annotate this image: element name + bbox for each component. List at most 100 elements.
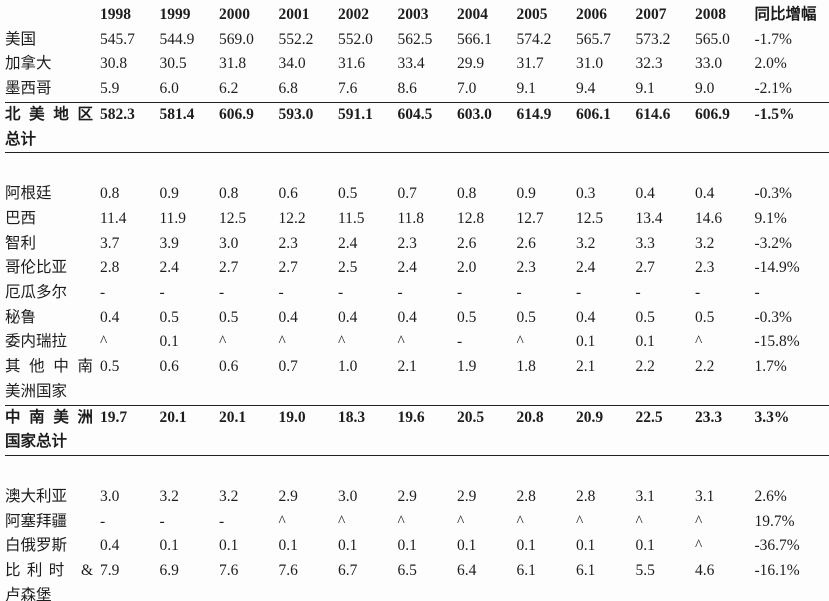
value-cell: - xyxy=(159,512,165,530)
value-cell: 0.1 xyxy=(397,537,417,555)
value-cell: 29.9 xyxy=(457,55,485,73)
value-cell: - xyxy=(278,284,284,302)
growth-cell: -36.7% xyxy=(754,537,800,555)
value-cell: 22.5 xyxy=(635,404,695,456)
value-cell: 2.5 xyxy=(338,259,358,277)
corner-cell xyxy=(5,3,100,28)
value-cell: 6.0 xyxy=(159,80,179,98)
value-cell: 3.0 xyxy=(338,487,358,505)
value-cell: 606.9 xyxy=(695,101,755,154)
growth-cell: -1.5% xyxy=(754,101,829,154)
value-cell: 2.6 xyxy=(516,234,536,252)
year-header: 1998 xyxy=(100,6,131,23)
value-cell: 0.1 xyxy=(576,333,596,351)
value-cell: 0.6 xyxy=(159,358,179,376)
value-cell: 19.7 xyxy=(100,404,160,456)
row-label-line: 其他中南 xyxy=(5,358,93,376)
value-cell: 2.1 xyxy=(397,358,417,376)
value-cell: 6.8 xyxy=(278,80,298,98)
row-label-line: 阿根廷 xyxy=(5,185,52,203)
value-cell: 565.0 xyxy=(695,30,730,48)
value-cell: 0.1 xyxy=(635,333,655,351)
value-cell: - xyxy=(100,284,106,302)
value-cell: 606.1 xyxy=(576,101,636,154)
value-cell: - xyxy=(516,284,522,302)
value-cell: 12.7 xyxy=(516,209,544,227)
value-cell: ^ xyxy=(695,512,703,530)
value-cell: 33.0 xyxy=(695,55,723,73)
value-cell: 0.5 xyxy=(635,308,655,326)
value-cell: 6.7 xyxy=(338,562,358,580)
value-cell: 0.5 xyxy=(695,308,715,326)
value-cell: 552.2 xyxy=(278,30,314,48)
row-label: 中南美洲 国家总计 xyxy=(5,404,100,456)
value-cell: 544.9 xyxy=(159,30,195,48)
value-cell: 566.1 xyxy=(457,30,492,48)
value-cell: 11.5 xyxy=(338,209,365,227)
value-cell: 2.4 xyxy=(338,234,358,252)
value-cell: 20.9 xyxy=(576,404,636,456)
value-cell: ^ xyxy=(100,333,108,351)
value-cell: 3.2 xyxy=(695,234,715,252)
value-cell: 3.9 xyxy=(159,234,179,252)
table-row: 秘鲁 0.4 0.5 0.5 0.4 0.4 0.4 0.5 0.5 0.4 0.5 0.5 -0.3% xyxy=(5,306,829,331)
growth-cell: 1.7% xyxy=(754,358,787,376)
row-label-line: 美洲国家 xyxy=(5,382,68,400)
value-cell: 2.4 xyxy=(397,259,417,277)
growth-cell: 9.1% xyxy=(754,209,787,227)
value-cell: 13.4 xyxy=(635,209,663,227)
row-label: 阿塞拜疆 xyxy=(5,510,100,535)
row-label-line: 比利时 & xyxy=(5,562,93,580)
consumption-by-country-table: 1998 1999 2000 2001 2002 2003 2004 2005 2006 2007… xyxy=(5,3,829,601)
row-label-line: 卢森堡 xyxy=(5,586,52,601)
value-cell: 569.0 xyxy=(219,30,254,48)
year-header: 2002 xyxy=(338,6,369,23)
value-cell: 6.5 xyxy=(397,562,417,580)
table-row: 其他中南 美洲国家 0.5 0.6 0.6 0.7 1.0 2.1 1.9 1.8 2.1 2.2 2.… xyxy=(5,355,829,405)
growth-cell: 19.7% xyxy=(754,512,795,530)
value-cell: 31.8 xyxy=(219,55,247,73)
row-label-line: 秘鲁 xyxy=(5,308,37,326)
header-row: 1998 1999 2000 2001 2002 2003 2004 2005 2006 2007… xyxy=(5,3,829,28)
row-label-line: 中南美洲 xyxy=(5,408,93,426)
value-cell: 12.8 xyxy=(457,209,485,227)
row-label-line: 澳大利亚 xyxy=(5,487,68,505)
row-label-line: 巴西 xyxy=(5,209,37,227)
row-label: 巴西 xyxy=(5,207,100,232)
value-cell: 1.8 xyxy=(516,358,536,376)
table-row: 阿根廷 0.8 0.9 0.8 0.6 0.5 0.7 0.8 0.9 0.3 0.4 0.4 -0.3… xyxy=(5,182,829,207)
value-cell: 3.1 xyxy=(635,487,655,505)
value-cell: 9.4 xyxy=(576,80,596,98)
value-cell: 0.4 xyxy=(397,308,417,326)
value-cell: 3.2 xyxy=(219,487,239,505)
year-header: 2007 xyxy=(635,6,667,23)
row-label-line: 白俄罗斯 xyxy=(5,537,68,555)
table-row: 哥伦比亚 2.8 2.4 2.7 2.7 2.5 2.4 2.0 2.3 2.4 2.7 2.3 -14… xyxy=(5,256,829,281)
value-cell: 614.6 xyxy=(635,101,695,154)
table-row: 委内瑞拉 ^ 0.1 ^ ^ ^ ^ - ^ 0.1 0.1 ^ -15.8% xyxy=(5,330,829,355)
table-row: 加拿大 30.8 30.5 31.8 34.0 31.6 33.4 29.9 31.7 31.0 3… xyxy=(5,52,829,77)
row-label-line: 北美地区 xyxy=(5,105,93,123)
value-cell: 31.0 xyxy=(576,55,604,73)
value-cell: 30.8 xyxy=(100,55,128,73)
value-cell: 20.1 xyxy=(219,404,279,456)
value-cell: 0.4 xyxy=(100,537,120,555)
value-cell: - xyxy=(159,284,165,302)
table-row: 比利时 & 卢森堡 7.9 6.9 7.6 7.6 6.7 6.5 6.4 6.1 6.1 5.5 4.… xyxy=(5,559,829,601)
value-cell: 0.4 xyxy=(100,308,120,326)
year-header: 2006 xyxy=(576,6,607,23)
value-cell: 12.5 xyxy=(576,209,604,227)
total-row: 中南美洲 国家总计 19.7 20.1 20.1 19.0 18.3 19.6 20.5 20.8… xyxy=(5,404,829,456)
table-row: 巴西 11.4 11.9 12.5 12.2 11.5 11.8 12.8 12.7 12.5 13… xyxy=(5,207,829,232)
value-cell: 34.0 xyxy=(278,55,306,73)
growth-cell: -16.1% xyxy=(754,562,800,580)
value-cell: 0.8 xyxy=(219,185,239,203)
value-cell: 2.3 xyxy=(516,259,536,277)
value-cell: 606.9 xyxy=(219,101,279,154)
value-cell: 18.3 xyxy=(338,404,398,456)
growth-cell: -2.1% xyxy=(754,80,792,98)
spacer-row xyxy=(5,455,829,485)
value-cell: 2.4 xyxy=(159,259,179,277)
value-cell: 3.3 xyxy=(635,234,655,252)
